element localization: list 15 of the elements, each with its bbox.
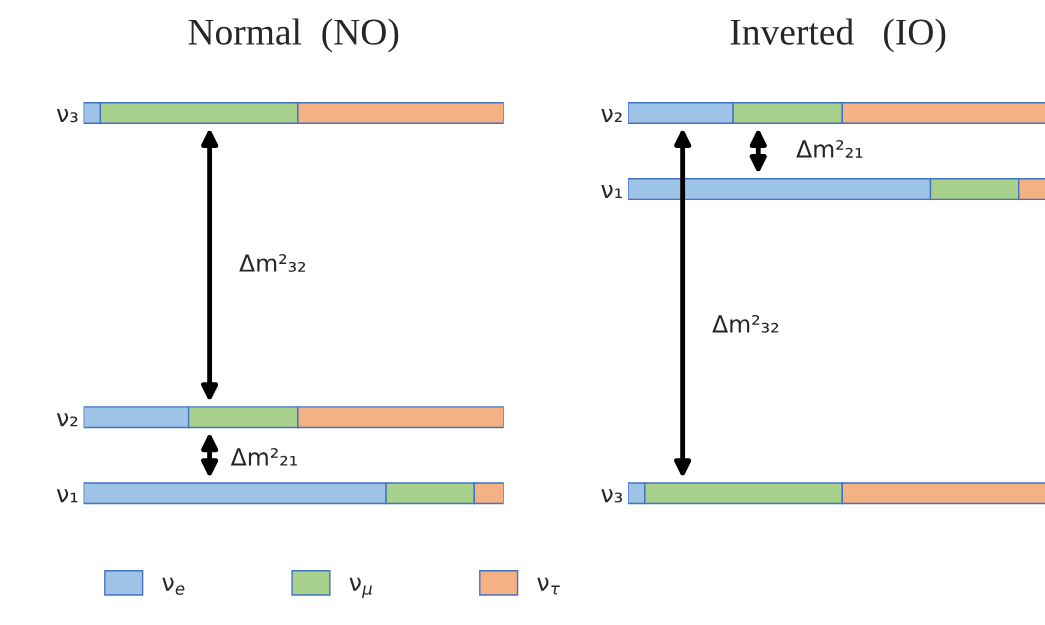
y-tick-label: ν₂ [56,413,78,427]
y-tick-label: ν₁ [56,489,78,503]
annotation: Δm²₃₂ [712,314,779,333]
legend-label: ν$_{e}$ [162,577,185,595]
annotation: Δm²₂₁ [796,140,863,158]
y-tick-label: ν₂ [601,109,622,123]
legend-label: ν$_{τ}$ [537,577,560,595]
y-tick-label: ν₃ [601,489,622,503]
annotation: Δm²₂₁ [230,448,297,466]
chart-title: Normal (NO) [188,18,399,53]
legend-label: ν$_{μ}$ [349,577,372,599]
y-tick-label: ν₁ [601,185,622,199]
chart-title: Inverted (IO) [730,18,946,53]
y-tick-label: ν₃ [56,109,78,123]
annotation: Δm²₃₂ [239,254,306,272]
